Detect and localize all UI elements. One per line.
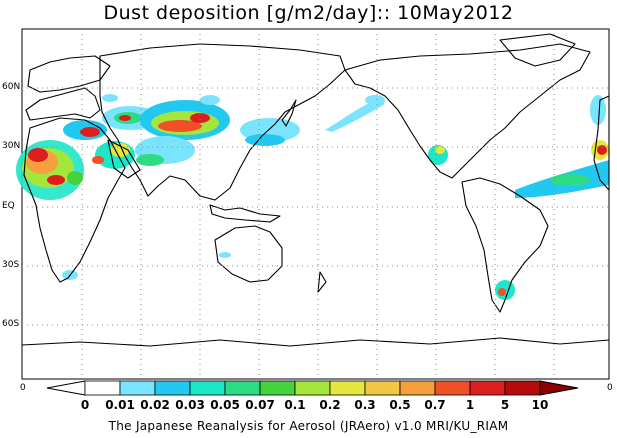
colorbar-segment (224, 380, 261, 396)
colorbar-segment (329, 380, 366, 396)
lat-label-eq: EQ (2, 201, 15, 211)
footer-credit: The Japanese Reanalysis for Aerosol (JRA… (108, 419, 509, 433)
colorbar-label: 0.01 (105, 398, 135, 412)
coastlines (21, 33, 610, 347)
frame-label-right: 0 (607, 383, 613, 393)
colorbar-label: 0.2 (319, 398, 341, 412)
colorbar-label: 0.3 (354, 398, 376, 412)
colorbar-arrow-low (46, 380, 86, 396)
frame-label-left: 0 (20, 383, 26, 393)
colorbar-segment (364, 380, 401, 396)
lat-label-30s: 30S (2, 260, 20, 270)
coast-asia (99, 43, 346, 201)
colorbar-segment (119, 380, 156, 396)
colorbar-label: 0.05 (210, 398, 240, 412)
lat-label-30n: 30N (2, 141, 21, 151)
coast-south-america (461, 177, 549, 313)
dust-region-pacific-plume (325, 98, 385, 132)
dust-shading (16, 94, 609, 300)
colorbar-label: 0.7 (424, 398, 446, 412)
dust-region-australia (219, 252, 231, 258)
graticule (22, 29, 609, 379)
colorbar-segment (294, 380, 331, 396)
colorbar-arrow-high (539, 380, 579, 396)
colorbar-segment (434, 380, 471, 396)
coast-greenland (499, 33, 576, 67)
colorbar-segment (399, 380, 436, 396)
colorbar-label: 10 (531, 398, 549, 412)
colorbar-label: 0.02 (140, 398, 170, 412)
colorbar-label: 0.07 (245, 398, 275, 412)
colorbar-segment (84, 380, 121, 396)
coast-africa (23, 117, 126, 283)
lat-label-60n: 60N (2, 82, 21, 92)
map-title: Dust deposition [g/m2/day]:: 10May2012 (103, 2, 514, 24)
colorbar-label: 0.1 (284, 398, 306, 412)
colorbar (46, 380, 579, 396)
lat-label-60s: 60S (2, 319, 20, 329)
coast-japan (281, 99, 297, 127)
colorbar-label: 0.03 (175, 398, 205, 412)
colorbar-segment (259, 380, 296, 396)
colorbar-segment (154, 380, 191, 396)
colorbar-label: 1 (465, 398, 475, 412)
colorbar-segment (189, 380, 226, 396)
map-frame (21, 28, 610, 380)
colorbar-segment (469, 380, 506, 396)
coast-north-america (344, 43, 591, 179)
coast-indonesia (209, 204, 281, 223)
colorbar-label: 0.5 (389, 398, 411, 412)
colorbar-segment (504, 380, 541, 396)
coast-europe (25, 87, 101, 121)
coast-antarctica (21, 337, 610, 347)
colorbar-label: 5 (500, 398, 510, 412)
colorbar-label: 0 (80, 398, 90, 412)
